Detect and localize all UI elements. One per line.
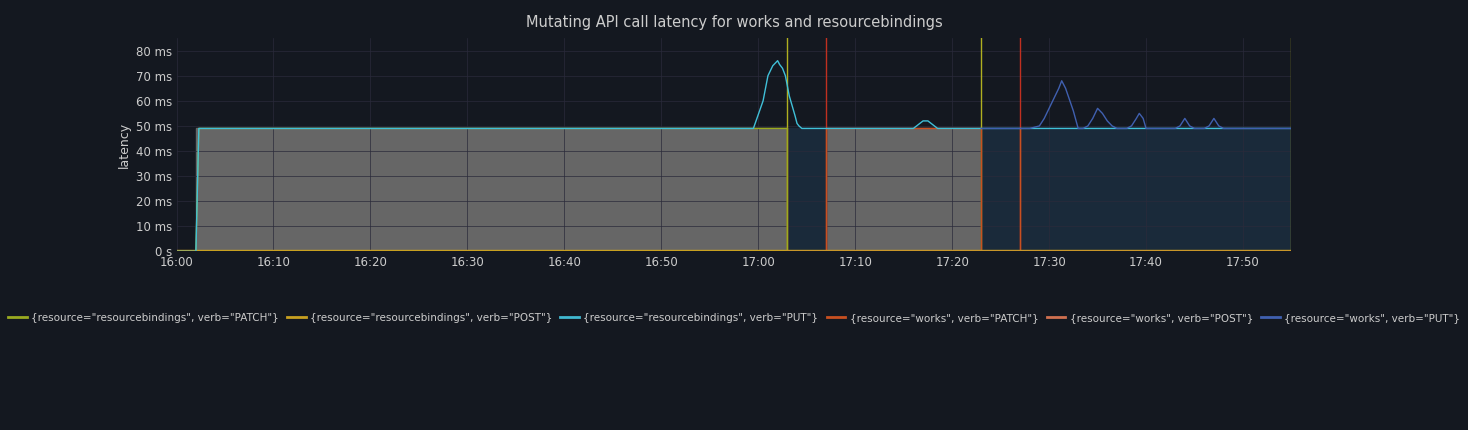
Polygon shape [981,129,1292,252]
Title: Mutating API call latency for works and resourcebindings: Mutating API call latency for works and … [526,15,942,30]
Legend: {resource="resourcebindings", verb="PATCH"}, {resource="resourcebindings", verb=: {resource="resourcebindings", verb="PATC… [3,309,1465,327]
Y-axis label: latency: latency [117,122,131,168]
Polygon shape [787,129,826,252]
Polygon shape [195,129,787,252]
Polygon shape [826,129,981,252]
